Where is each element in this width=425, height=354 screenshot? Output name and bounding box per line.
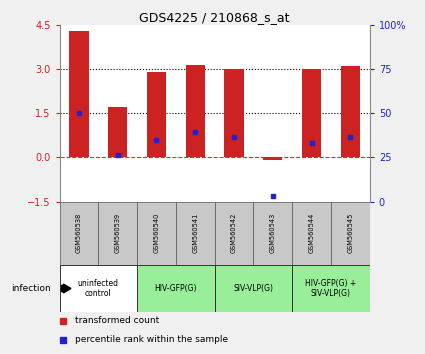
- Text: SIV-VLP(G): SIV-VLP(G): [233, 284, 273, 293]
- Text: percentile rank within the sample: percentile rank within the sample: [75, 336, 228, 344]
- Bar: [137, 202, 176, 265]
- Bar: [331, 202, 370, 265]
- Text: GSM560543: GSM560543: [270, 213, 276, 253]
- Bar: [215, 202, 253, 265]
- Bar: [253, 202, 292, 265]
- Bar: [60, 265, 137, 312]
- Bar: [147, 72, 166, 158]
- Bar: [215, 265, 292, 312]
- Bar: [60, 202, 98, 265]
- Text: transformed count: transformed count: [75, 316, 159, 325]
- Bar: [108, 107, 128, 158]
- Text: GSM560540: GSM560540: [153, 213, 159, 253]
- Text: GSM560542: GSM560542: [231, 213, 237, 253]
- Text: GSM560541: GSM560541: [192, 213, 198, 253]
- Bar: [98, 202, 137, 265]
- Text: HIV-GFP(G): HIV-GFP(G): [155, 284, 197, 293]
- Bar: [292, 265, 370, 312]
- Title: GDS4225 / 210868_s_at: GDS4225 / 210868_s_at: [139, 11, 290, 24]
- Bar: [341, 66, 360, 158]
- Text: GSM560544: GSM560544: [309, 213, 314, 253]
- Bar: [263, 158, 283, 160]
- Bar: [176, 202, 215, 265]
- Text: infection: infection: [11, 284, 51, 293]
- Text: uninfected
control: uninfected control: [78, 279, 119, 298]
- Bar: [137, 265, 215, 312]
- Bar: [186, 64, 205, 158]
- Bar: [292, 202, 331, 265]
- Text: HIV-GFP(G) +
SIV-VLP(G): HIV-GFP(G) + SIV-VLP(G): [305, 279, 357, 298]
- Bar: [224, 69, 244, 158]
- Text: GSM560539: GSM560539: [115, 213, 121, 253]
- Bar: [69, 31, 88, 158]
- Text: GSM560545: GSM560545: [347, 213, 353, 253]
- Bar: [302, 69, 321, 158]
- Text: GSM560538: GSM560538: [76, 213, 82, 253]
